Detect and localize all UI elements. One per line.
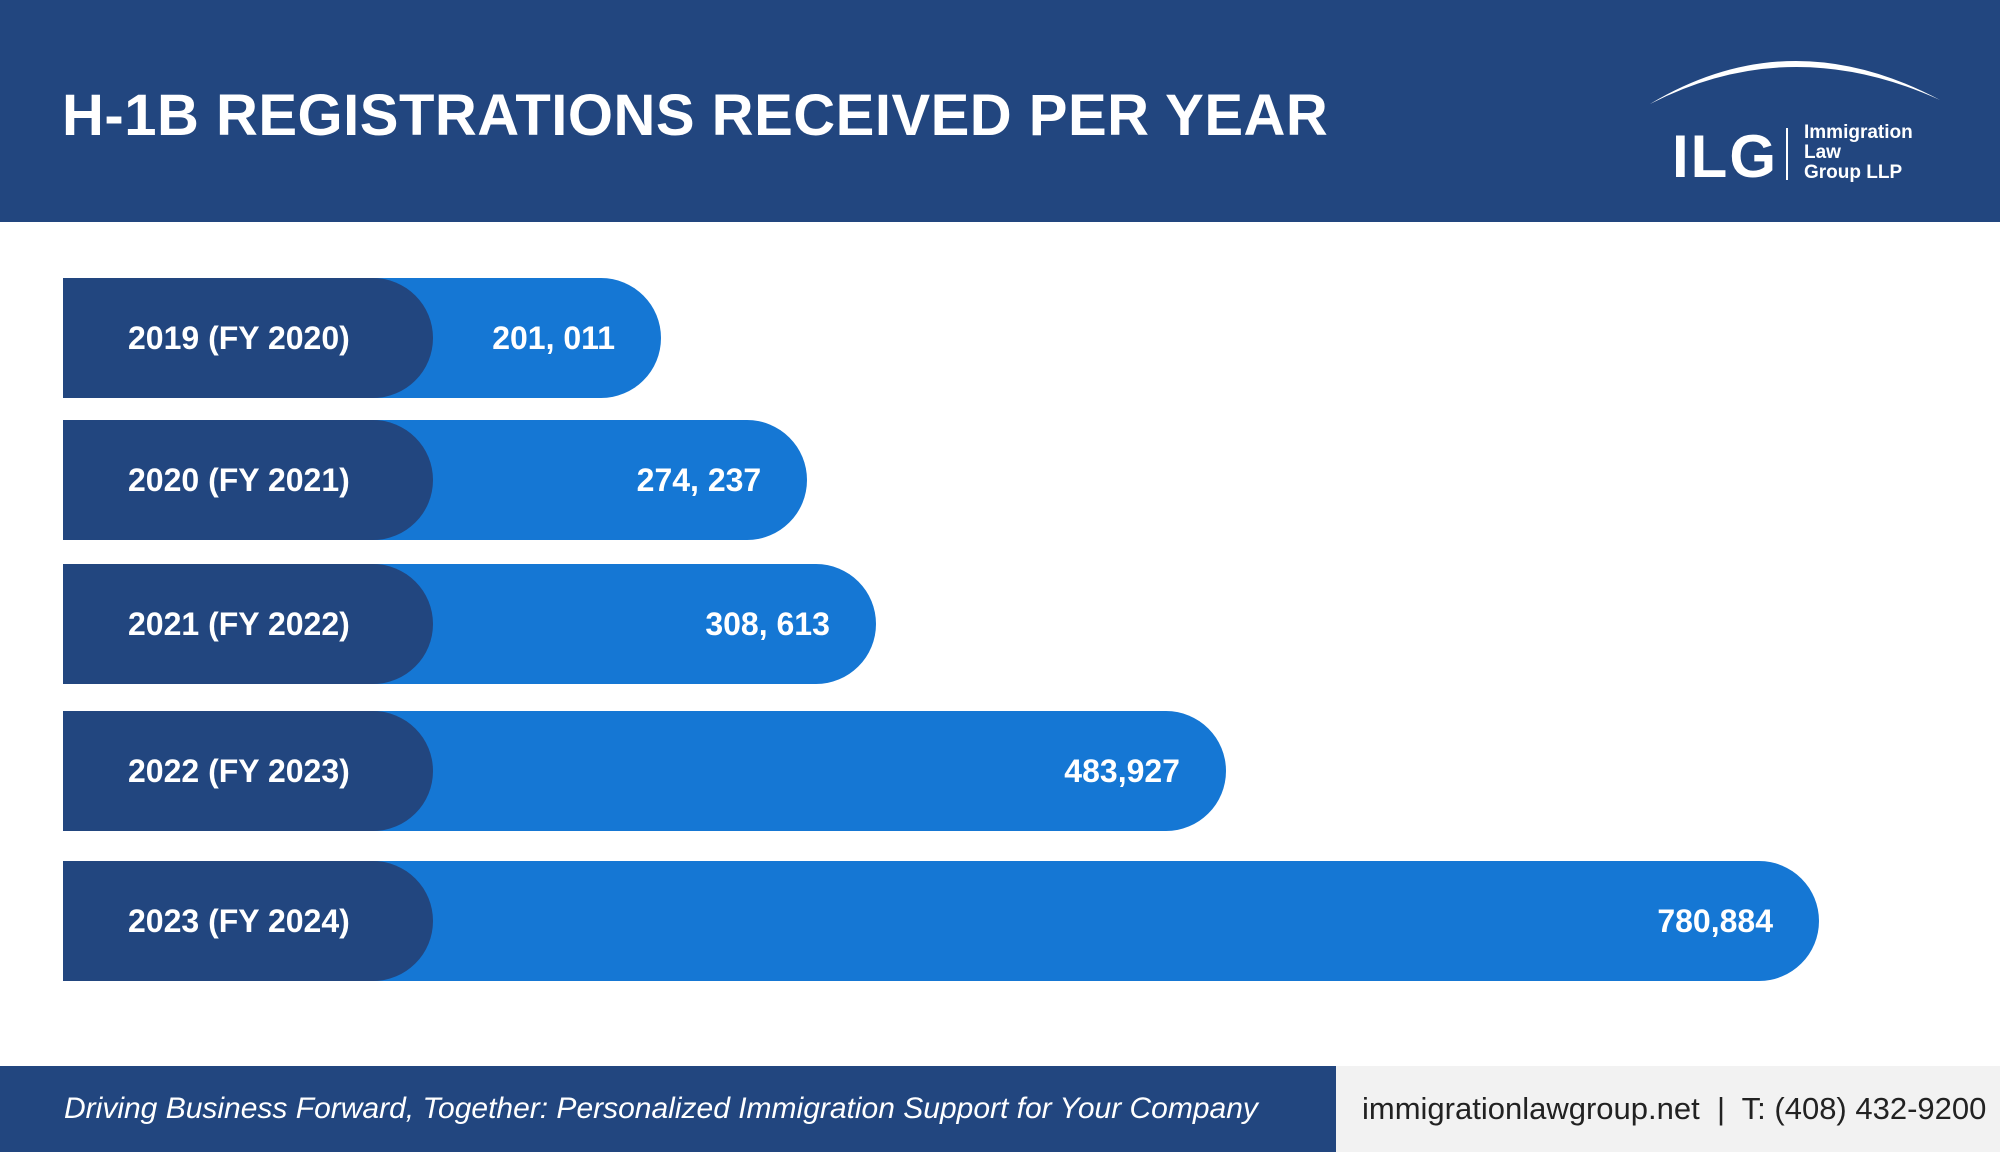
value-label: 274, 237 <box>636 462 762 498</box>
chart-title: H-1B REGISTRATIONS RECEIVED PER YEAR <box>62 83 1329 148</box>
value-label: 483,927 <box>1064 753 1180 789</box>
footer-tagline: Driving Business Forward, Together: Pers… <box>64 1092 1258 1125</box>
bar-row: 2023 (FY 2024) 780,884 <box>63 861 1819 981</box>
category-label: 2021 (FY 2022) <box>128 606 350 642</box>
company-logo: ILG Immigration Law Group LLP <box>1640 40 1960 200</box>
logo-name-line-3: Group LLP <box>1804 162 1903 183</box>
category-pill <box>63 420 433 540</box>
bar-row: 2022 (FY 2023) 483,927 <box>63 711 1226 831</box>
category-pill <box>63 711 433 831</box>
category-label: 2023 (FY 2024) <box>128 903 350 939</box>
bar-row: 2019 (FY 2020) 201, 011 <box>63 278 661 398</box>
footer-contact-section: immigrationlawgroup.net | T: (408) 432-9… <box>1336 1066 2000 1152</box>
category-pill <box>63 861 433 981</box>
bar-row: 2021 (FY 2022) 308, 613 <box>63 564 876 684</box>
logo-arc-icon <box>1650 60 1940 104</box>
bar-row: 2020 (FY 2021) 274, 237 <box>63 420 808 540</box>
category-pill <box>63 278 433 398</box>
value-label: 308, 613 <box>705 606 830 642</box>
logo-divider <box>1786 128 1788 180</box>
value-label: 780,884 <box>1657 903 1773 939</box>
logo-name-line-1: Immigration <box>1804 122 1913 143</box>
bar-chart: 2019 (FY 2020) 201, 011 2020 (FY 2021) 274,… <box>0 222 2000 1066</box>
logo-abbreviation: ILG <box>1672 123 1778 190</box>
category-label: 2019 (FY 2020) <box>128 320 350 356</box>
footer-contact: immigrationlawgroup.net | T: (408) 432-9… <box>1362 1091 1987 1126</box>
logo-name: Immigration Law Group LLP <box>1804 123 1913 183</box>
category-pill <box>63 564 433 684</box>
footer-tagline-section: Driving Business Forward, Together: Pers… <box>0 1066 1336 1152</box>
logo-name-line-2: Law <box>1804 142 1841 163</box>
category-label: 2020 (FY 2021) <box>128 462 350 498</box>
value-label: 201, 011 <box>492 320 615 356</box>
header-banner: H-1B REGISTRATIONS RECEIVED PER YEAR ILG… <box>0 0 2000 222</box>
category-label: 2022 (FY 2023) <box>128 753 350 789</box>
